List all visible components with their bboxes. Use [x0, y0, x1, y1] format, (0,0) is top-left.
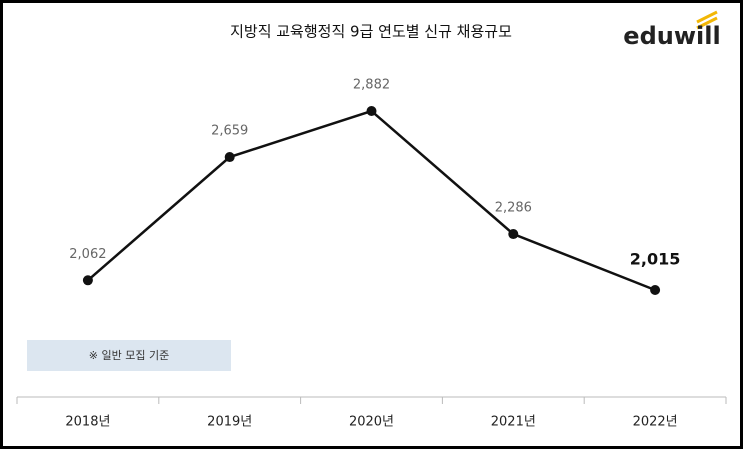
x-tick-label: 2022년 — [633, 415, 678, 430]
logo: eduwill — [623, 10, 721, 50]
x-tick-label: 2020년 — [349, 415, 394, 430]
x-tick-label: 2021년 — [491, 415, 536, 430]
x-tick-label: 2019년 — [207, 415, 252, 430]
value-label: 2,286 — [495, 201, 532, 216]
value-label: 2,015 — [630, 250, 681, 269]
note-box — [27, 340, 231, 371]
point — [224, 152, 235, 163]
point — [366, 106, 377, 116]
value-label: 2,882 — [353, 78, 390, 93]
note: ※ 일반 모집 기준 — [89, 348, 169, 362]
logo-text: eduwill — [623, 22, 720, 50]
point — [508, 229, 519, 240]
value-label: 2,062 — [69, 247, 106, 262]
x-tick-label: 2018년 — [65, 415, 110, 430]
chart-title: 지방직 교육행정직 9급 연도별 신규 채용규모 — [230, 23, 512, 41]
point — [650, 285, 661, 295]
point — [82, 275, 93, 286]
value-label: 2,659 — [211, 124, 248, 139]
